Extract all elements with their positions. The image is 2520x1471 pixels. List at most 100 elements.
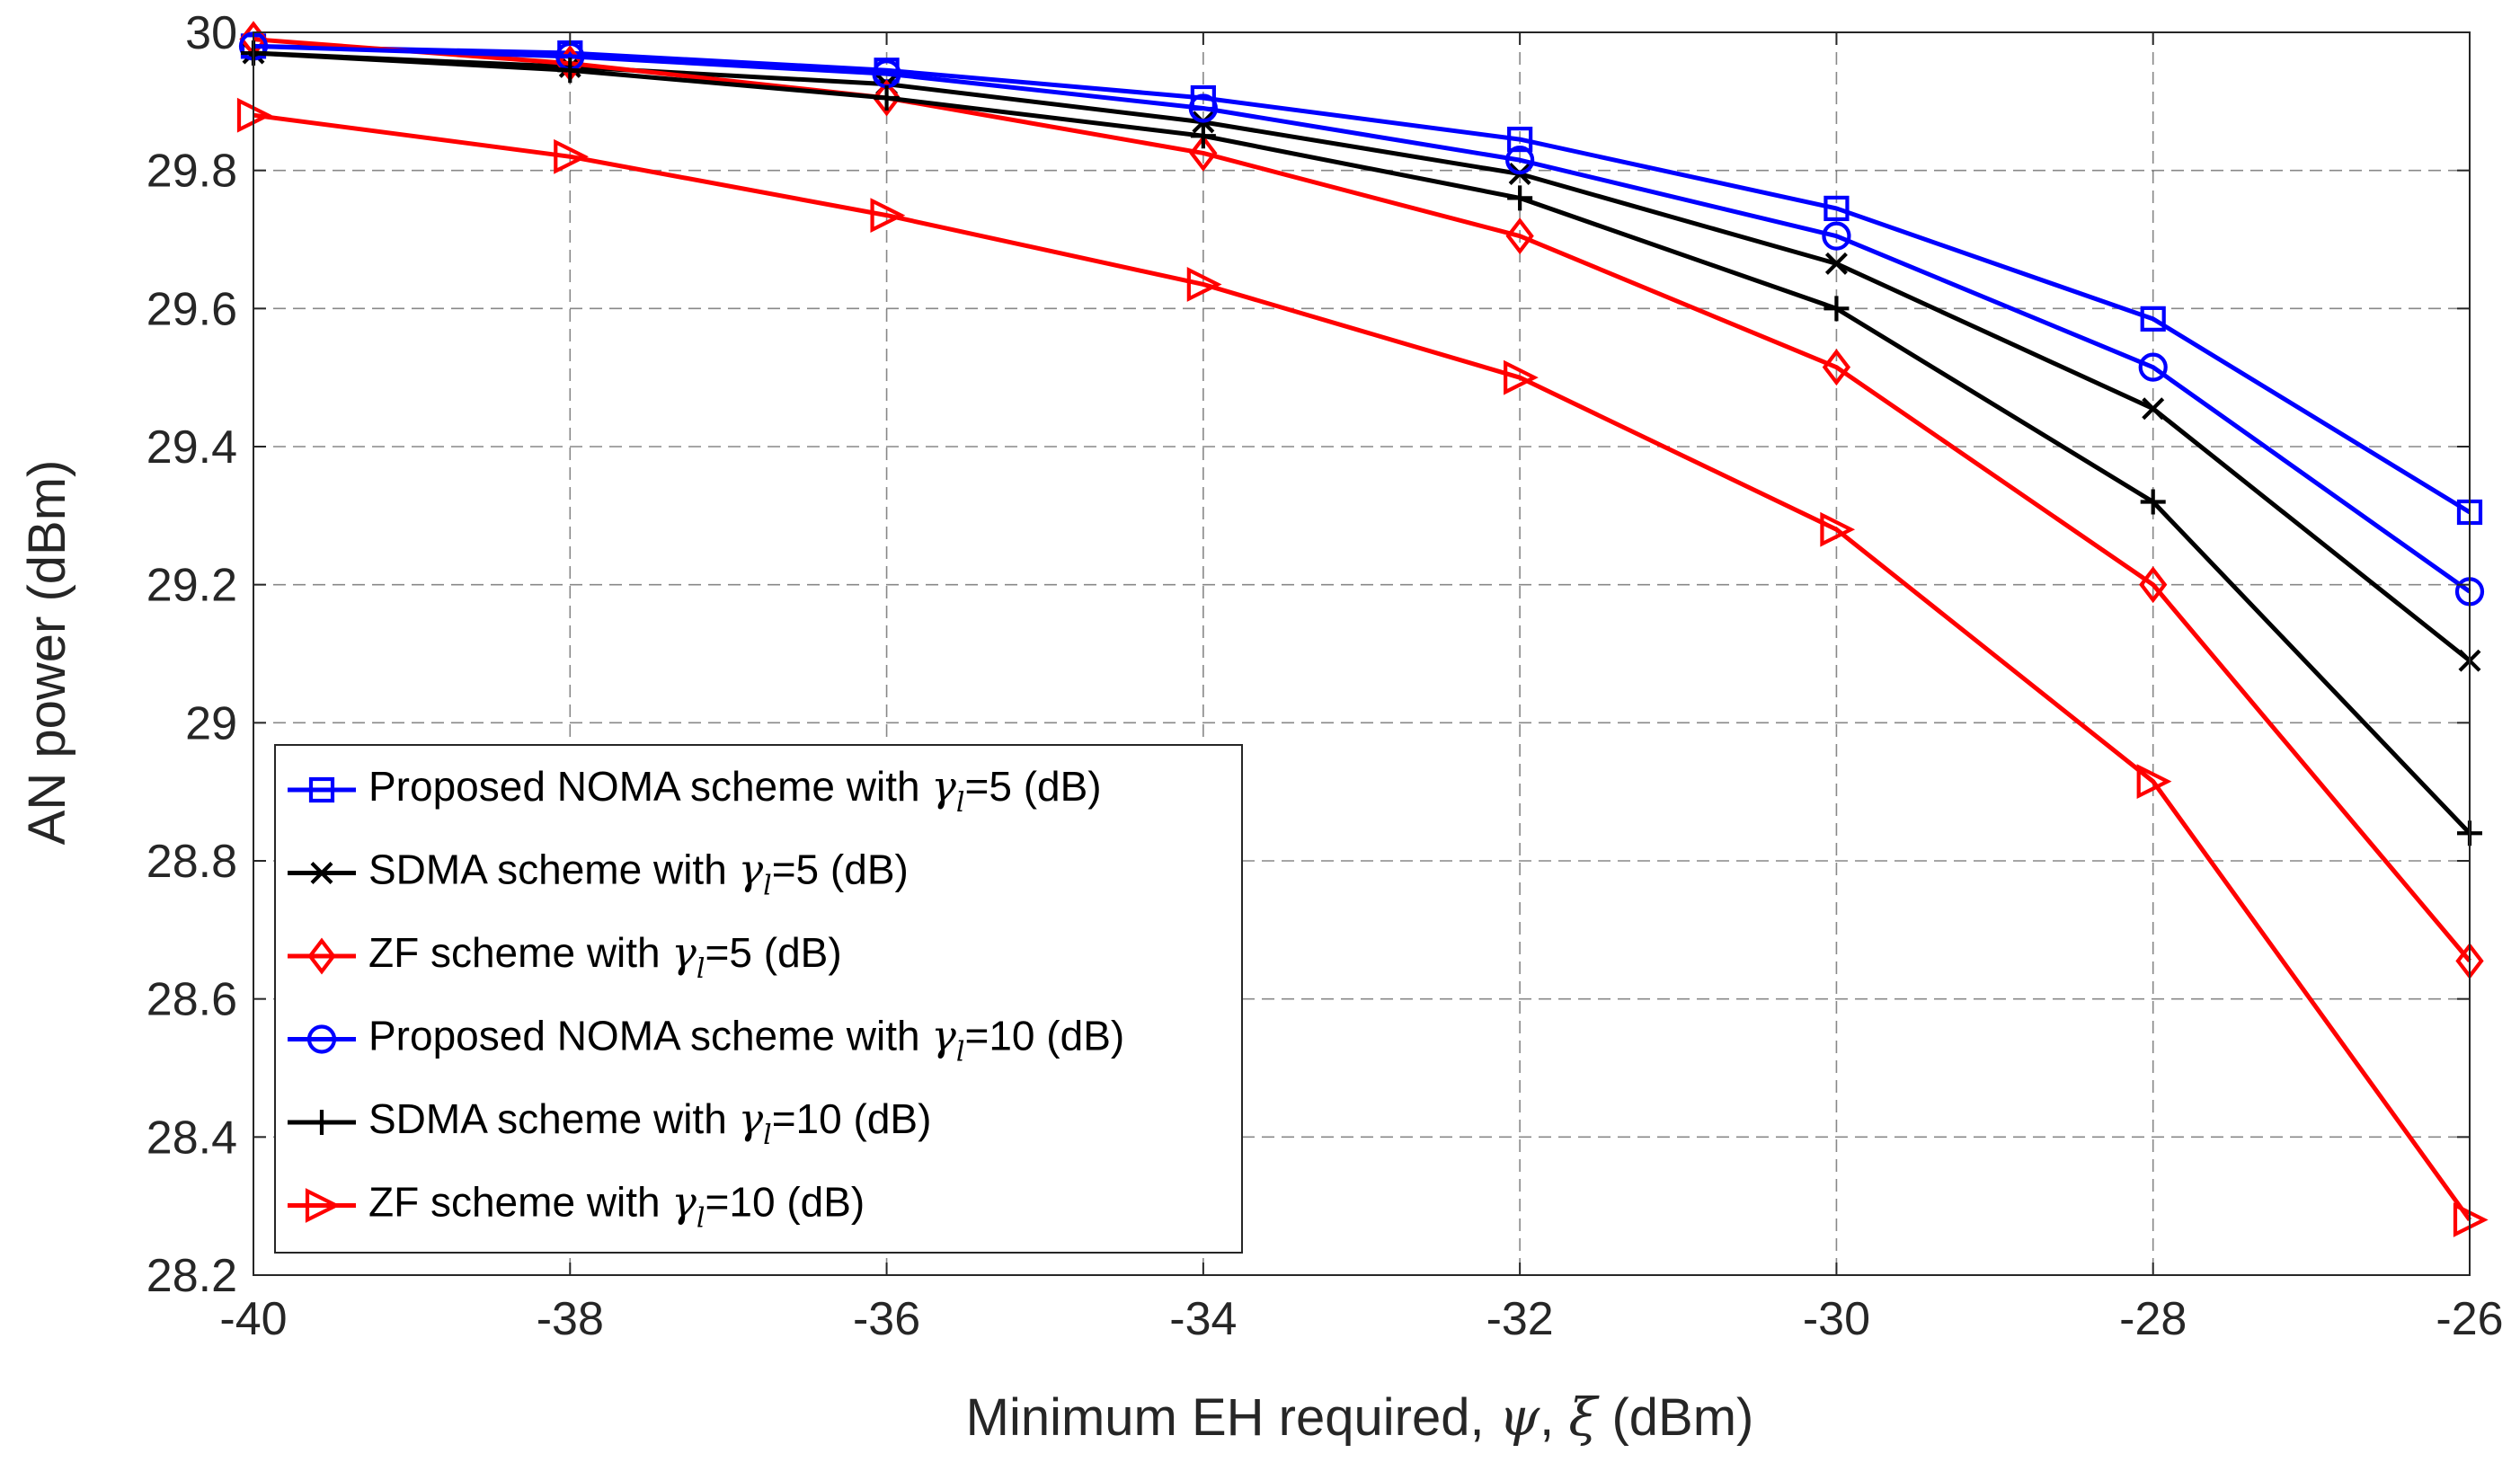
x-axis-title-suffix: (dBm): [1597, 1388, 1753, 1447]
x-axis-title-xi: ξ: [1568, 1387, 1600, 1448]
legend-label-gamma: γ: [931, 762, 956, 811]
y-tick-label: 29.8: [146, 146, 237, 198]
legend-entry-6: ZF scheme with γl=10 (dB): [288, 1178, 865, 1235]
data-point-marker: [1824, 252, 1848, 275]
series-line: [253, 43, 2471, 515]
data-point-marker: [2140, 489, 2166, 515]
series-5: [241, 40, 2482, 846]
legend-label-text: Proposed NOMA scheme with: [368, 763, 931, 810]
legend-entry-2: SDMA scheme with γl=5 (dB): [288, 846, 909, 902]
legend-label-text: ZF scheme with: [368, 1179, 671, 1226]
axis-ticks: -40 -38 -36 -34 -32 -30 -28 -26 28.2 28.4 28.6 28.8…: [146, 7, 2504, 1345]
series-4: [238, 31, 2485, 607]
data-point-marker: [1507, 126, 1533, 153]
legend-entry-4: Proposed NOMA scheme with γl=10 (dB): [288, 1012, 1124, 1068]
data-point-marker: [1504, 359, 1539, 395]
legend: Proposed NOMA scheme with γl=5 (dB)SDMA …: [274, 744, 1243, 1254]
y-tick-label: 28.2: [146, 1250, 237, 1302]
data-point-marker: [1186, 267, 1222, 302]
legend-label-subscript: l: [763, 1120, 772, 1151]
legend-marker: [308, 776, 335, 803]
series-layer: [236, 21, 2489, 1237]
data-point-marker: [1189, 135, 1218, 172]
series-line: [253, 37, 2471, 963]
legend-label-text: SDMA scheme with: [368, 1095, 739, 1142]
data-point-marker: [1823, 195, 1850, 222]
legend-label-gamma: γ: [931, 1012, 956, 1060]
series-line: [253, 43, 2471, 594]
data-point-marker: [874, 84, 900, 111]
legend-label-suffix: =10 (dB): [772, 1095, 932, 1142]
data-point-marker: [2136, 764, 2172, 800]
legend-label-suffix: =5 (dB): [705, 929, 842, 976]
x-tick-label: -36: [853, 1293, 920, 1345]
legend-entry-5: SDMA scheme with γl=10 (dB): [288, 1094, 931, 1151]
x-tick-label: -30: [1803, 1293, 1870, 1345]
legend-label-gamma: γ: [671, 928, 697, 977]
data-point-marker: [2142, 397, 2165, 421]
data-point-marker: [872, 79, 901, 117]
legend-label-subscript: l: [956, 1037, 965, 1068]
legend-label: SDMA scheme with γl=5 (dB): [368, 846, 909, 902]
data-point-marker: [2139, 566, 2168, 604]
legend-label: Proposed NOMA scheme with γl=10 (dB): [368, 1012, 1124, 1068]
data-point-marker: [557, 58, 583, 84]
data-point-marker: [1822, 349, 1851, 386]
legend-marker: [310, 862, 333, 884]
x-axis-title-psi: ψ: [1499, 1387, 1540, 1448]
data-point-marker: [1505, 217, 1534, 255]
legend-label: Proposed NOMA scheme with γl=5 (dB): [368, 762, 1102, 819]
x-axis-title-prefix: Minimum EH required,: [966, 1388, 1499, 1447]
data-point-marker: [1505, 146, 1535, 175]
x-axis-title: Minimum EH required, ψ, ξ (dBm): [966, 1387, 1754, 1448]
y-tick-label: 29.4: [146, 421, 237, 474]
x-tick-label: -34: [1169, 1293, 1237, 1345]
y-axis-title: AN power (dBm): [18, 460, 76, 846]
series-line: [253, 50, 2471, 835]
y-tick-label: 28.6: [146, 974, 237, 1026]
y-tick-label: 28.4: [146, 1112, 237, 1164]
legend-label-suffix: =10 (dB): [705, 1179, 865, 1226]
legend-label-subscript: l: [956, 787, 965, 819]
legend-marker: [305, 1188, 341, 1223]
y-tick-label: 29: [185, 697, 237, 749]
data-point-marker: [554, 138, 589, 174]
plot-area-frame: [253, 31, 2471, 1276]
data-point-marker: [1822, 221, 1851, 251]
grid-lines: [253, 32, 2470, 1275]
x-tick-label: -38: [537, 1293, 604, 1345]
legend-label-text: SDMA scheme with: [368, 846, 739, 893]
x-tick-label: -26: [2436, 1293, 2503, 1345]
legend-label-suffix: =5 (dB): [964, 763, 1101, 810]
data-point-marker: [1820, 511, 1856, 547]
legend-box: [274, 744, 1243, 1254]
x-axis-title-sep: ,: [1540, 1388, 1568, 1447]
y-tick-label: 29.6: [146, 283, 237, 335]
data-point-marker: [870, 198, 906, 234]
legend-entry-3: ZF scheme with γl=5 (dB): [288, 928, 842, 985]
data-point-marker: [2140, 306, 2166, 332]
x-tick-label: -32: [1486, 1293, 1554, 1345]
data-point-marker: [1190, 123, 1216, 149]
x-tick-label: -40: [219, 1293, 287, 1345]
legend-label: SDMA scheme with γl=10 (dB): [368, 1094, 931, 1151]
legend-marker: [306, 1024, 337, 1054]
legend-label-subscript: l: [763, 871, 772, 902]
x-tick-label: -28: [2119, 1293, 2187, 1345]
legend-label-text: ZF scheme with: [368, 929, 671, 976]
data-point-marker: [1188, 93, 1218, 123]
legend-label-text: Proposed NOMA scheme with: [368, 1013, 931, 1059]
legend-marker: [307, 937, 336, 975]
legend-label-gamma: γ: [739, 846, 764, 894]
legend-label: ZF scheme with γl=10 (dB): [368, 1178, 865, 1235]
y-tick-label: 28.8: [146, 836, 237, 888]
legend-label-gamma: γ: [671, 1178, 697, 1227]
data-point-marker: [1507, 185, 1533, 211]
legend-label-subscript: l: [697, 1203, 705, 1235]
data-point-marker: [1823, 296, 1850, 322]
data-point-marker: [2138, 352, 2168, 382]
legend-label-subscript: l: [697, 953, 705, 985]
y-tick-label: 30: [185, 7, 237, 59]
legend-label: ZF scheme with γl=5 (dB): [368, 928, 842, 985]
